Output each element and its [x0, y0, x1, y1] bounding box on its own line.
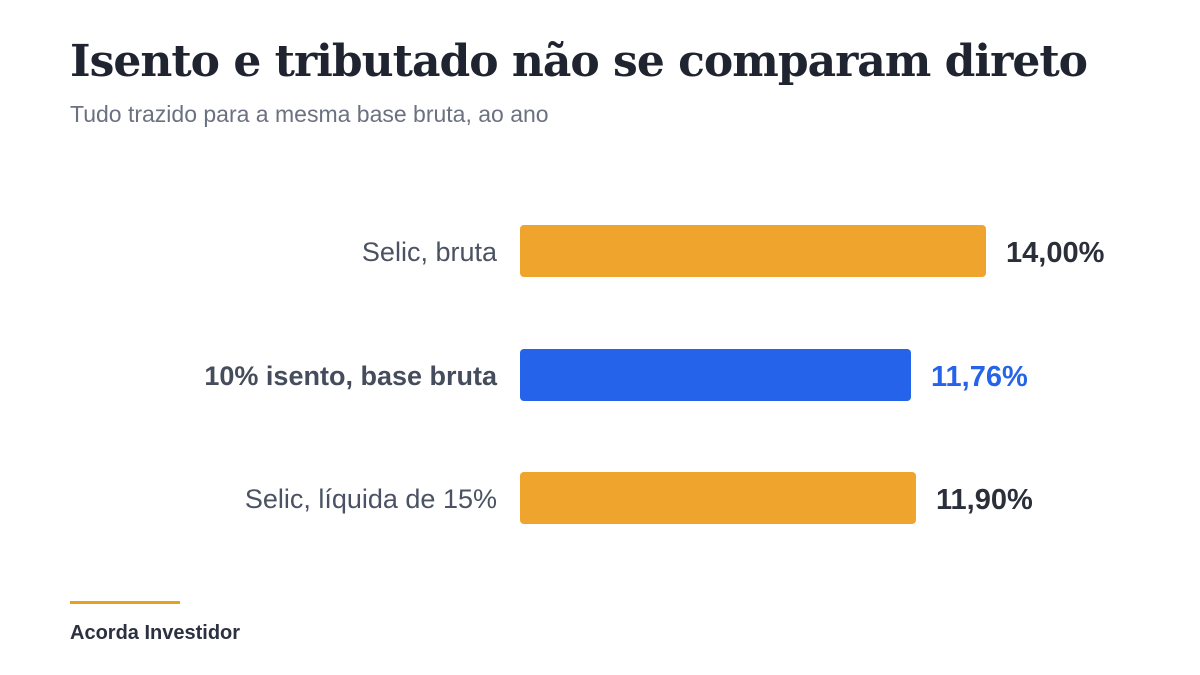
category-label: 10% isento, base bruta [204, 361, 498, 391]
category-label: Selic, bruta [362, 237, 498, 267]
chart-subtitle: Tudo trazido para a mesma base bruta, ao… [70, 101, 549, 127]
value-label: 14,00% [1006, 237, 1105, 269]
value-label: 11,90% [936, 484, 1033, 516]
chart-title: Isento e tributado não se comparam diret… [70, 36, 1088, 87]
category-label: Selic, líquida de 15% [245, 484, 497, 514]
value-label: 11,76% [931, 361, 1028, 393]
bar [520, 349, 911, 401]
accent-rule [70, 601, 180, 604]
bar [520, 472, 916, 524]
source-label: Acorda Investidor [70, 622, 241, 644]
bar [520, 225, 986, 277]
